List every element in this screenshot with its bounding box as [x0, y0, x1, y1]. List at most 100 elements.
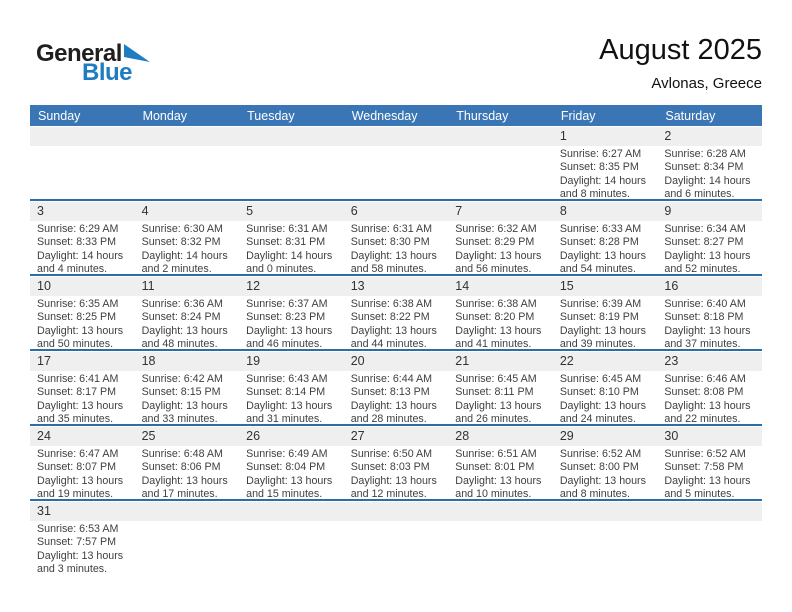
sunrise-text: Sunrise: 6:34 AM	[664, 223, 746, 235]
day-details: Sunrise: 6:50 AM Sunset: 8:03 PM Daylight:…	[344, 446, 449, 500]
daylight-text: and 50 minutes.	[37, 337, 114, 350]
sunset-text: Sunset: 8:14 PM	[246, 386, 326, 399]
day-cell: 11 Sunrise: 6:36 AM Sunset: 8:24 PM Dayligh…	[134, 275, 240, 350]
sunset-text: Sunset: 8:07 PM	[37, 461, 117, 474]
daylight-text: Daylight: 13 hours	[37, 474, 124, 487]
daylight-text: Daylight: 13 hours	[246, 399, 333, 412]
day-number	[134, 502, 240, 521]
day-cell: 13 Sunrise: 6:38 AM Sunset: 8:22 PM Dayligh…	[343, 275, 449, 350]
day-details: Sunrise: 6:49 AM Sunset: 8:04 PM Daylight:…	[239, 446, 344, 500]
header-titles: August 2025 Avlonas, Greece	[599, 34, 762, 92]
day-details	[135, 521, 240, 589]
day-details	[448, 521, 553, 589]
daylight-text: Daylight: 13 hours	[246, 474, 333, 487]
empty-day-cell	[448, 500, 553, 589]
day-number: 14	[448, 277, 553, 296]
day-cell: 10 Sunrise: 6:35 AM Sunset: 8:25 PM Dayligh…	[30, 275, 135, 350]
day-number	[657, 502, 762, 521]
empty-day-cell	[134, 126, 240, 200]
day-details: Sunrise: 6:44 AM Sunset: 8:13 PM Daylight:…	[344, 371, 449, 425]
sunrise-text: Sunrise: 6:36 AM	[141, 298, 223, 310]
day-number	[552, 502, 658, 521]
day-cell: 12 Sunrise: 6:37 AM Sunset: 8:23 PM Dayligh…	[239, 275, 344, 350]
calendar-week-row: 24 Sunrise: 6:47 AM Sunset: 8:07 PM Dayligh…	[30, 425, 762, 500]
day-cell: 8 Sunrise: 6:33 AM Sunset: 8:28 PM Daylight…	[552, 200, 658, 275]
sunset-text: Sunset: 8:35 PM	[559, 161, 639, 174]
day-details: Sunrise: 6:52 AM Sunset: 7:58 PM Daylight:…	[657, 446, 762, 500]
sunrise-text: Sunrise: 6:32 AM	[455, 223, 537, 235]
sunset-text: Sunset: 7:58 PM	[664, 461, 744, 474]
day-cell: 3 Sunrise: 6:29 AM Sunset: 8:33 PM Daylight…	[30, 200, 135, 275]
sunrise-text: Sunrise: 6:28 AM	[664, 148, 746, 160]
day-number: 1	[552, 127, 658, 146]
day-cell: 7 Sunrise: 6:32 AM Sunset: 8:29 PM Daylight…	[448, 200, 553, 275]
day-cell: 19 Sunrise: 6:43 AM Sunset: 8:14 PM Dayligh…	[239, 350, 344, 425]
sunrise-text: Sunrise: 6:39 AM	[559, 298, 642, 310]
calendar-week-row: 1 Sunrise: 6:27 AM Sunset: 8:35 PM Daylight…	[30, 126, 762, 200]
day-number: 7	[448, 202, 553, 221]
daylight-text: and 10 minutes.	[455, 487, 532, 500]
day-details: Sunrise: 6:29 AM Sunset: 8:33 PM Daylight:…	[30, 221, 135, 275]
weekday-header-thursday: Thursday	[448, 105, 553, 126]
day-details: Sunrise: 6:30 AM Sunset: 8:32 PM Daylight:…	[135, 221, 240, 275]
day-number: 20	[343, 352, 449, 371]
daylight-text: Daylight: 13 hours	[350, 324, 437, 337]
daylight-text: and 19 minutes.	[37, 487, 114, 500]
daylight-text: and 56 minutes.	[455, 262, 532, 275]
day-details: Sunrise: 6:32 AM Sunset: 8:29 PM Daylight:…	[448, 221, 553, 275]
calendar-week-row: 3 Sunrise: 6:29 AM Sunset: 8:33 PM Daylight…	[30, 200, 762, 275]
sunset-text: Sunset: 8:19 PM	[559, 311, 639, 324]
day-cell: 18 Sunrise: 6:42 AM Sunset: 8:15 PM Dayligh…	[134, 350, 240, 425]
sunrise-text: Sunrise: 6:38 AM	[455, 298, 537, 310]
day-cell: 20 Sunrise: 6:44 AM Sunset: 8:13 PM Dayligh…	[343, 350, 449, 425]
day-cell: 1 Sunrise: 6:27 AM Sunset: 8:35 PM Daylight…	[552, 126, 658, 200]
sunset-text: Sunset: 8:06 PM	[141, 461, 221, 474]
day-number: 6	[343, 202, 449, 221]
sunset-text: Sunset: 8:27 PM	[664, 236, 744, 249]
daylight-text: and 28 minutes.	[350, 412, 427, 425]
day-details	[448, 146, 553, 199]
sunset-text: Sunset: 8:04 PM	[246, 461, 326, 474]
daylight-text: and 6 minutes.	[664, 187, 735, 200]
day-details: Sunrise: 6:53 AM Sunset: 7:57 PM Daylight:…	[30, 521, 135, 589]
day-number	[239, 127, 344, 146]
daylight-text: Daylight: 14 hours	[559, 174, 646, 187]
daylight-text: and 2 minutes.	[141, 262, 212, 275]
daylight-text: and 52 minutes.	[664, 262, 741, 275]
day-cell: 29 Sunrise: 6:52 AM Sunset: 8:00 PM Dayligh…	[552, 425, 658, 500]
daylight-text: Daylight: 13 hours	[350, 399, 437, 412]
day-cell: 28 Sunrise: 6:51 AM Sunset: 8:01 PM Dayligh…	[448, 425, 553, 500]
daylight-text: and 39 minutes.	[559, 337, 636, 350]
sunset-text: Sunset: 8:22 PM	[350, 311, 430, 324]
day-number: 26	[239, 427, 344, 446]
daylight-text: and 24 minutes.	[559, 412, 636, 425]
sunrise-text: Sunrise: 6:51 AM	[455, 448, 537, 460]
daylight-text: Daylight: 13 hours	[350, 249, 437, 262]
weekday-header-friday: Friday	[552, 105, 658, 126]
sunrise-text: Sunrise: 6:33 AM	[559, 223, 642, 235]
weekday-header-sunday: Sunday	[30, 105, 135, 126]
day-details	[344, 146, 449, 199]
daylight-text: Daylight: 13 hours	[559, 249, 646, 262]
daylight-text: and 48 minutes.	[141, 337, 218, 350]
day-number: 3	[30, 202, 135, 221]
day-cell: 2 Sunrise: 6:28 AM Sunset: 8:34 PM Daylight…	[657, 126, 762, 200]
day-details: Sunrise: 6:28 AM Sunset: 8:34 PM Daylight:…	[657, 146, 762, 200]
day-details: Sunrise: 6:45 AM Sunset: 8:10 PM Daylight:…	[553, 371, 658, 425]
calendar-table: Sunday Monday Tuesday Wednesday Thursday…	[30, 105, 762, 589]
day-number: 16	[657, 277, 762, 296]
weekday-header-row: Sunday Monday Tuesday Wednesday Thursday…	[30, 105, 762, 126]
sunset-text: Sunset: 8:00 PM	[559, 461, 639, 474]
daylight-text: Daylight: 13 hours	[559, 324, 646, 337]
day-cell: 15 Sunrise: 6:39 AM Sunset: 8:19 PM Dayligh…	[552, 275, 658, 350]
empty-day-cell	[343, 126, 449, 200]
sunset-text: Sunset: 8:24 PM	[141, 311, 221, 324]
sunrise-text: Sunrise: 6:27 AM	[559, 148, 642, 160]
daylight-text: Daylight: 13 hours	[455, 249, 542, 262]
page-title: August 2025	[599, 34, 762, 66]
sunrise-text: Sunrise: 6:31 AM	[350, 223, 433, 235]
calendar-header: Sunday Monday Tuesday Wednesday Thursday…	[30, 105, 762, 126]
day-number: 12	[239, 277, 344, 296]
day-details: Sunrise: 6:31 AM Sunset: 8:30 PM Daylight:…	[344, 221, 449, 275]
daylight-text: and 22 minutes.	[664, 412, 741, 425]
